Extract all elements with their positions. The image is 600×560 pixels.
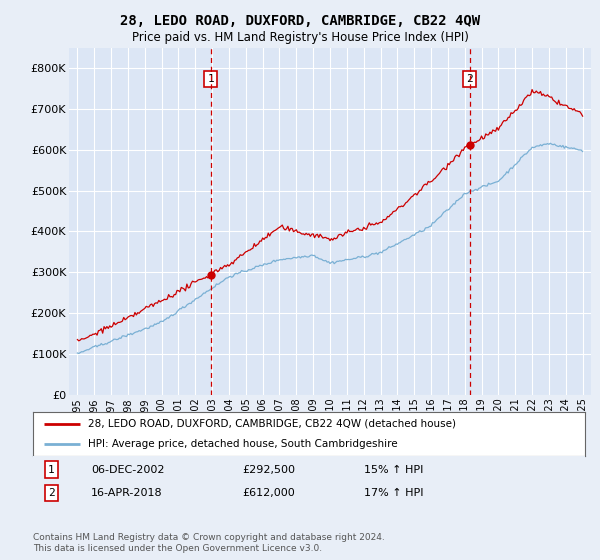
Text: 15% ↑ HPI: 15% ↑ HPI: [364, 464, 424, 474]
Text: 28, LEDO ROAD, DUXFORD, CAMBRIDGE, CB22 4QW: 28, LEDO ROAD, DUXFORD, CAMBRIDGE, CB22 …: [120, 14, 480, 28]
Text: Contains HM Land Registry data © Crown copyright and database right 2024.
This d: Contains HM Land Registry data © Crown c…: [33, 533, 385, 553]
Text: 06-DEC-2002: 06-DEC-2002: [91, 464, 164, 474]
Text: 2: 2: [466, 74, 473, 84]
Text: £292,500: £292,500: [243, 464, 296, 474]
Text: 17% ↑ HPI: 17% ↑ HPI: [364, 488, 424, 498]
Text: Price paid vs. HM Land Registry's House Price Index (HPI): Price paid vs. HM Land Registry's House …: [131, 31, 469, 44]
Text: £612,000: £612,000: [243, 488, 296, 498]
Text: HPI: Average price, detached house, South Cambridgeshire: HPI: Average price, detached house, Sout…: [88, 439, 398, 449]
Text: 2: 2: [48, 488, 55, 498]
Text: 1: 1: [48, 464, 55, 474]
Text: 1: 1: [208, 74, 214, 84]
Text: 28, LEDO ROAD, DUXFORD, CAMBRIDGE, CB22 4QW (detached house): 28, LEDO ROAD, DUXFORD, CAMBRIDGE, CB22 …: [88, 419, 456, 429]
Text: 16-APR-2018: 16-APR-2018: [91, 488, 163, 498]
